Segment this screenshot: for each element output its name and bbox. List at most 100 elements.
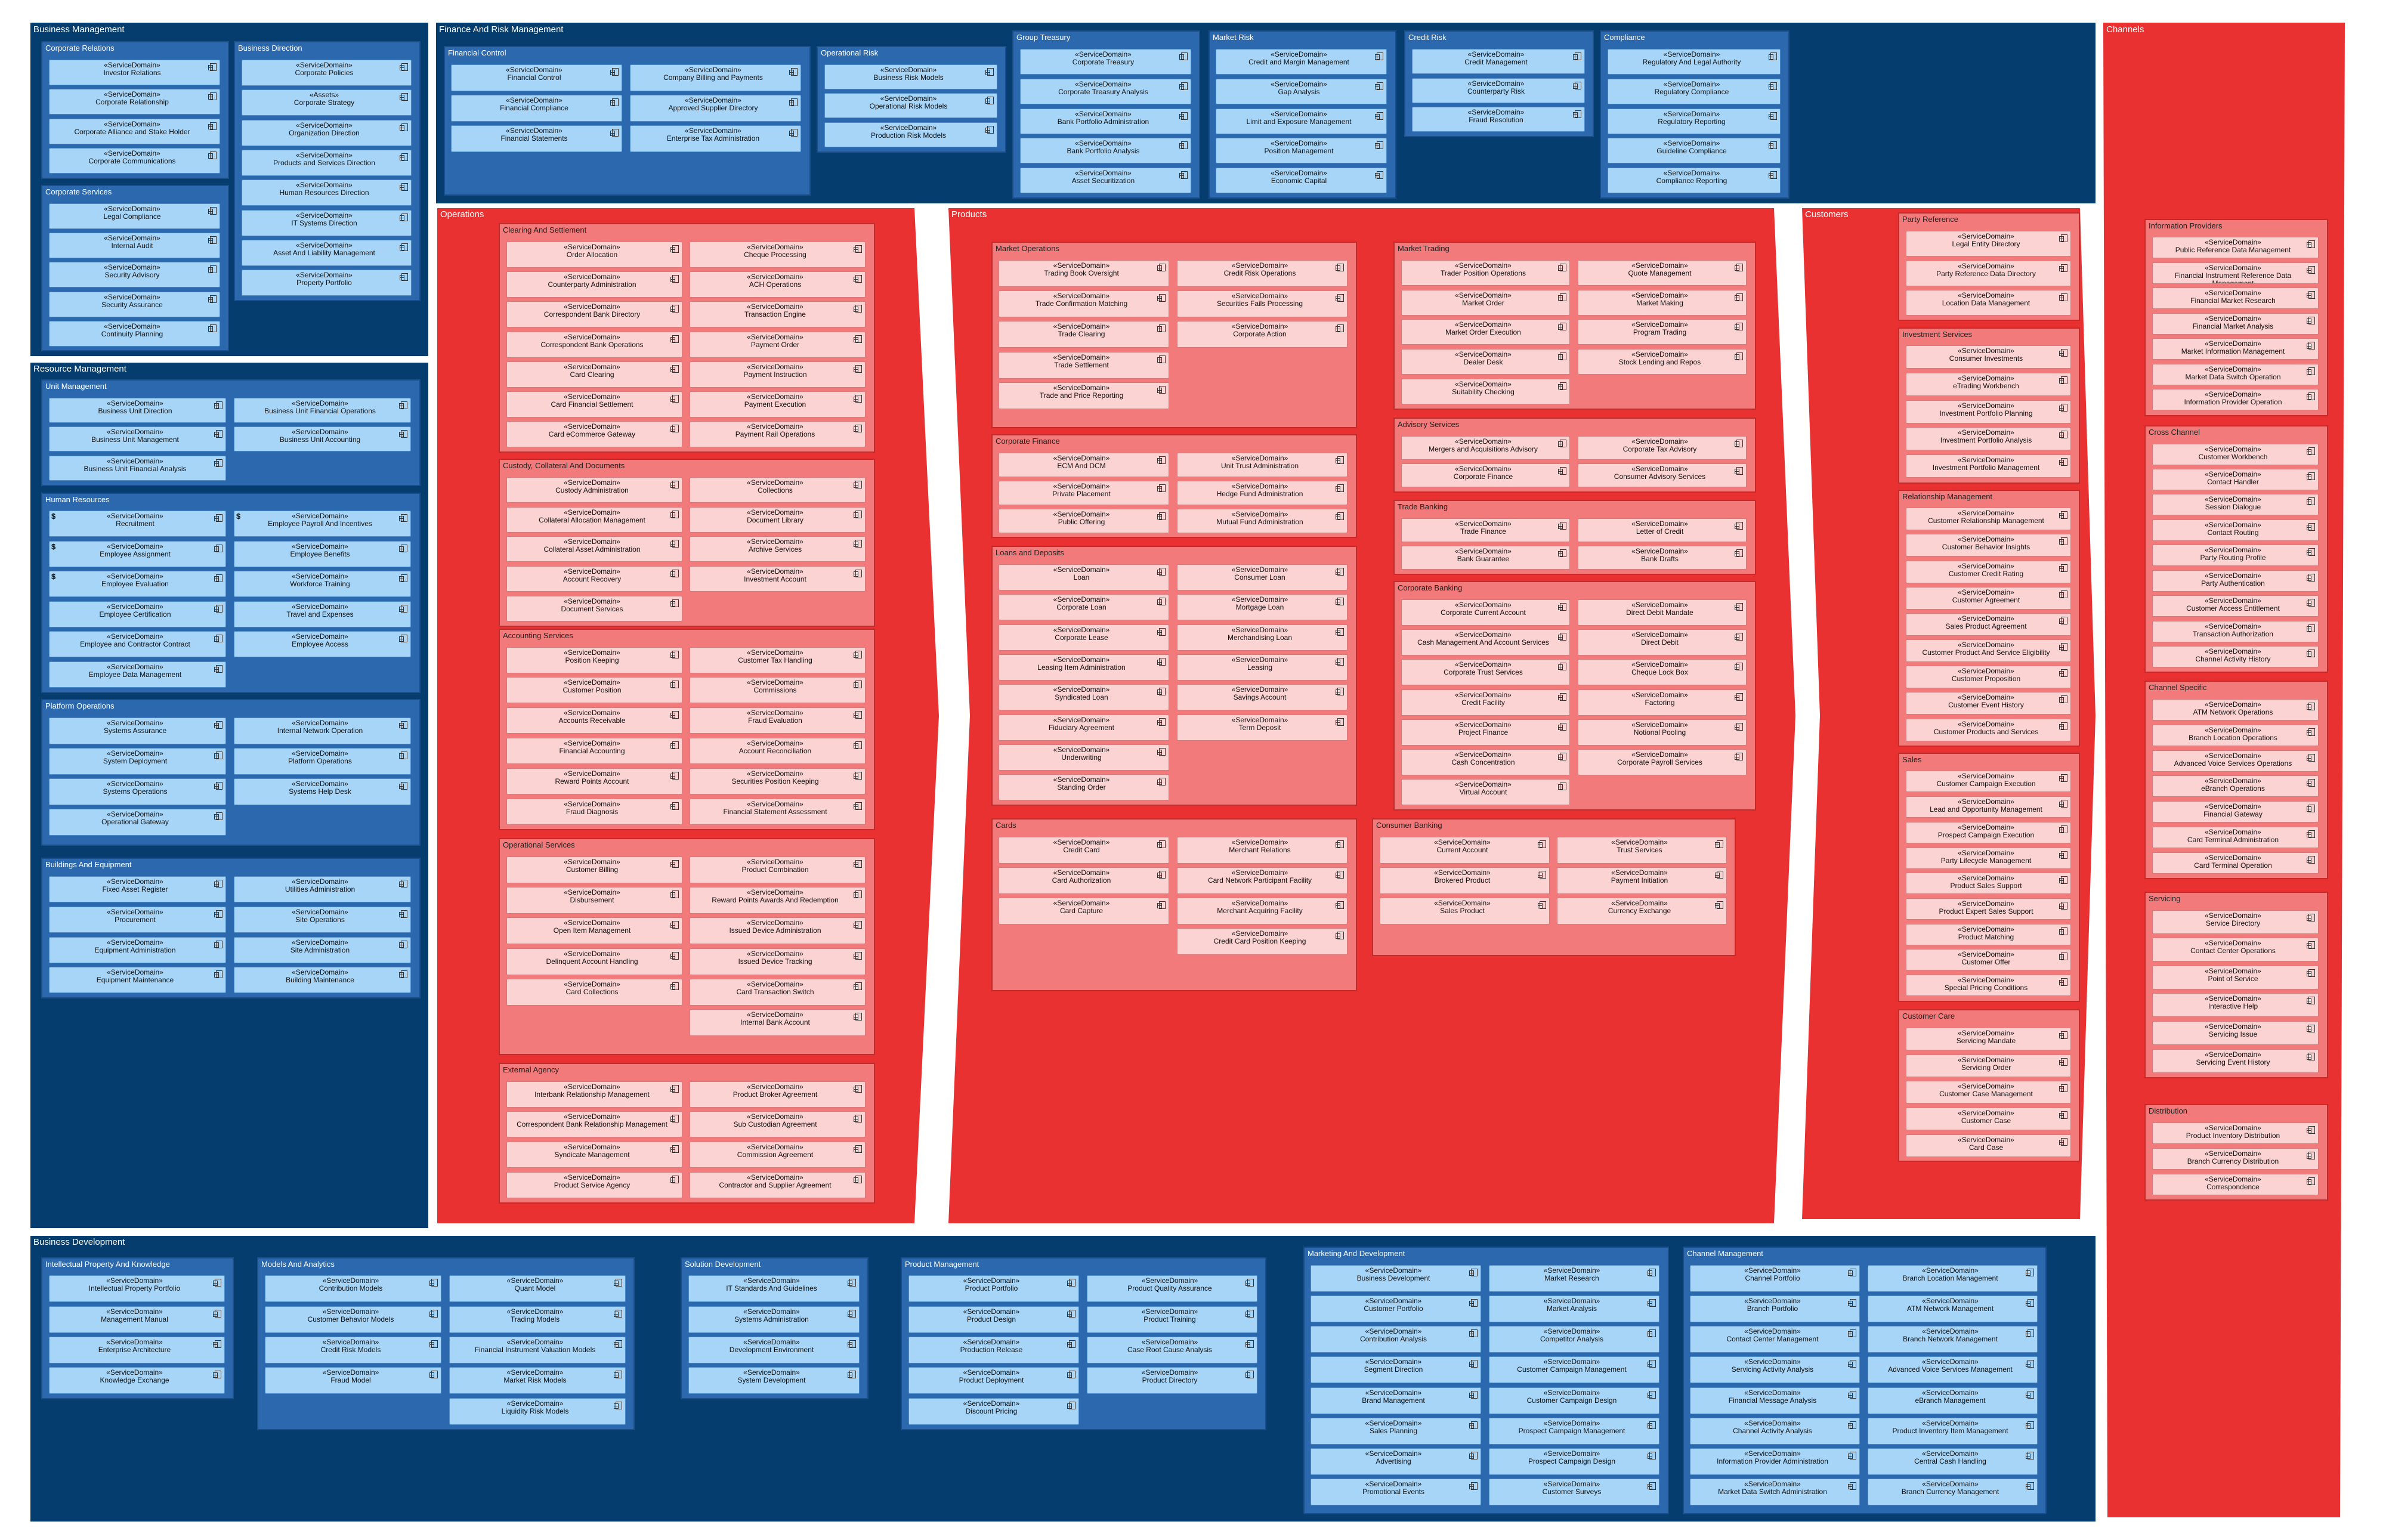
stereotype: «ServiceDomain»	[1958, 874, 2014, 882]
group-title: External Agency	[503, 1065, 559, 1074]
stereotype: «ServiceDomain»	[1231, 685, 1288, 694]
stereotype: «ServiceDomain»	[1744, 1480, 1801, 1488]
service-domain: «ServiceDomain» Business Development	[1311, 1265, 1481, 1292]
stereotype: «ServiceDomain»	[564, 363, 620, 371]
domain-name: Trading Book Oversight	[1044, 269, 1119, 277]
stereotype: «ServiceDomain»	[1958, 347, 2014, 355]
domain-name: Financial Statement Assessment	[723, 808, 827, 816]
service-domain: «ServiceDomain» Asset And Liability Manag…	[242, 240, 412, 266]
service-domain: «ServiceDomain» Program Trading	[1578, 319, 1747, 345]
stereotype: «ServiceDomain»	[1631, 720, 1688, 729]
domain-name: Securities Fails Processing	[1216, 299, 1303, 308]
service-domain: «ServiceDomain» Systems Assurance	[49, 718, 226, 744]
domain-name: Cash Concentration	[1451, 758, 1515, 766]
domain-name: Business Unit Financial Operations	[264, 407, 376, 415]
service-domain: «ServiceDomain» Fraud Model	[265, 1367, 441, 1394]
stereotype: «ServiceDomain»	[747, 392, 803, 401]
domain-name: eBranch Management	[1915, 1396, 1986, 1405]
stereotype: «ServiceDomain»	[2205, 596, 2261, 605]
component-icon	[854, 860, 862, 868]
domain-name: Channel Portfolio	[1745, 1274, 1800, 1282]
domain-name: Contact Handler	[2207, 478, 2259, 486]
service-domain: «ServiceDomain» Securities Fails Processi…	[1177, 290, 1347, 317]
service-domain: «ServiceDomain» Fixed Asset Register	[49, 876, 226, 902]
service-domain: «ServiceDomain» Approved Supplier Directo…	[630, 95, 801, 122]
service-domain: «ServiceDomain» eBranch Management	[1868, 1387, 2038, 1414]
service-domain: «ServiceDomain» Bank Portfolio Analysis	[1020, 138, 1191, 163]
stereotype: «ServiceDomain»	[1958, 950, 2014, 958]
component-icon	[1715, 840, 1723, 848]
component-icon	[213, 1279, 221, 1287]
component-icon	[1735, 693, 1743, 701]
component-icon	[208, 324, 217, 332]
component-icon	[2307, 997, 2315, 1004]
service-domain: «ServiceDomain» Business Unit Financial A…	[49, 456, 226, 481]
domain-name: Program Trading	[1633, 328, 1687, 336]
component-icon	[2059, 876, 2067, 884]
service-domain: «ServiceDomain» Service Directory	[2152, 910, 2319, 934]
domain-name: Customer Case	[1961, 1117, 2011, 1125]
domain-name: Knowledge Exchange	[100, 1376, 169, 1384]
component-icon	[2307, 342, 2315, 350]
stereotype: «ServiceDomain»	[2205, 365, 2261, 373]
component-icon	[1538, 871, 1546, 879]
stereotype: «ServiceDomain»	[506, 96, 562, 104]
group-title: Consumer Banking	[1376, 821, 1442, 830]
service-domain: $ «ServiceDomain» Employee Evaluation	[49, 571, 226, 597]
stereotype: «ServiceDomain»	[1053, 261, 1110, 270]
service-domain: «ServiceDomain» Mergers and Acquisitions …	[1401, 436, 1570, 460]
stereotype: «ServiceDomain»	[1958, 374, 2014, 382]
stereotype: «ServiceDomain»	[1631, 691, 1688, 699]
service-domain: «ServiceDomain» Guideline Compliance	[1608, 138, 1781, 163]
component-icon	[1245, 1371, 1254, 1378]
component-icon	[1735, 264, 1743, 271]
service-domain: «ServiceDomain» Financial Statements	[451, 125, 622, 152]
component-icon	[1735, 352, 1743, 360]
component-icon	[670, 890, 679, 898]
service-domain: «ServiceDomain» Investment Portfolio Plan…	[1906, 400, 2071, 423]
domain-name: Interbank Relationship Management	[534, 1090, 650, 1099]
component-icon	[670, 772, 679, 780]
stereotype: «ServiceDomain»	[2205, 1022, 2261, 1031]
stereotype: «ServiceDomain»	[747, 950, 803, 958]
component-icon	[2307, 941, 2315, 949]
domain-name: Card Terminal Administration	[2187, 836, 2279, 844]
stereotype: «ServiceDomain»	[1053, 510, 1110, 518]
service-domain: «ServiceDomain» Customer Behavior Insight…	[1906, 534, 2071, 556]
domain-name: Servicing Event History	[2196, 1058, 2270, 1066]
component-icon	[670, 305, 679, 313]
stereotype: «ServiceDomain»	[1958, 667, 2014, 675]
component-icon	[848, 1310, 856, 1318]
stereotype: «ServiceDomain»	[1744, 1449, 1801, 1458]
domain-name: Regulatory Reporting	[1658, 117, 1726, 126]
service-domain: «ServiceDomain» Collateral Allocation Man…	[506, 507, 682, 533]
service-domain: «ServiceDomain» Trade Clearing	[999, 321, 1169, 348]
stereotype: «ServiceDomain»	[1053, 899, 1110, 907]
area-title: Resource Management	[33, 364, 126, 374]
component-icon	[1157, 688, 1166, 695]
stereotype: «ServiceDomain»	[292, 938, 348, 947]
stereotype: «ServiceDomain»	[106, 1338, 163, 1346]
domain-name: Custody Administration	[555, 486, 629, 494]
service-domain: «ServiceDomain» Sales Planning	[1311, 1418, 1481, 1445]
stereotype: «ServiceDomain»	[743, 1338, 800, 1346]
domain-name: Underwriting	[1061, 753, 1102, 762]
service-domain: «ServiceDomain» Consumer Investments	[1906, 345, 2071, 369]
domain-name: Servicing Mandate	[1956, 1037, 2016, 1045]
service-domain: «ServiceDomain» Employee and Contractor C…	[49, 631, 226, 657]
domain-name: Corporate Communications	[88, 157, 176, 165]
domain-name: Public Offering	[1058, 518, 1105, 526]
group-title: Solution Development	[685, 1260, 761, 1269]
service-domain: «ServiceDomain» Utilities Administration	[234, 876, 411, 902]
service-domain: «ServiceDomain» IT Standards And Guidelin…	[688, 1275, 860, 1302]
stereotype: «ServiceDomain»	[1053, 353, 1110, 361]
service-domain: «ServiceDomain» Contractor and Supplier A…	[690, 1172, 866, 1198]
service-domain: «ServiceDomain» Products and Services Dir…	[242, 150, 412, 176]
component-icon	[854, 1085, 862, 1093]
domain-name: Sales Product	[1440, 907, 1485, 915]
group-title: Operational Services	[503, 840, 575, 849]
domain-name: Merchandising Loan	[1227, 633, 1293, 642]
group-title: Buildings And Equipment	[45, 860, 132, 869]
component-icon	[670, 511, 679, 518]
domain-name: Investor Relations	[103, 69, 161, 77]
